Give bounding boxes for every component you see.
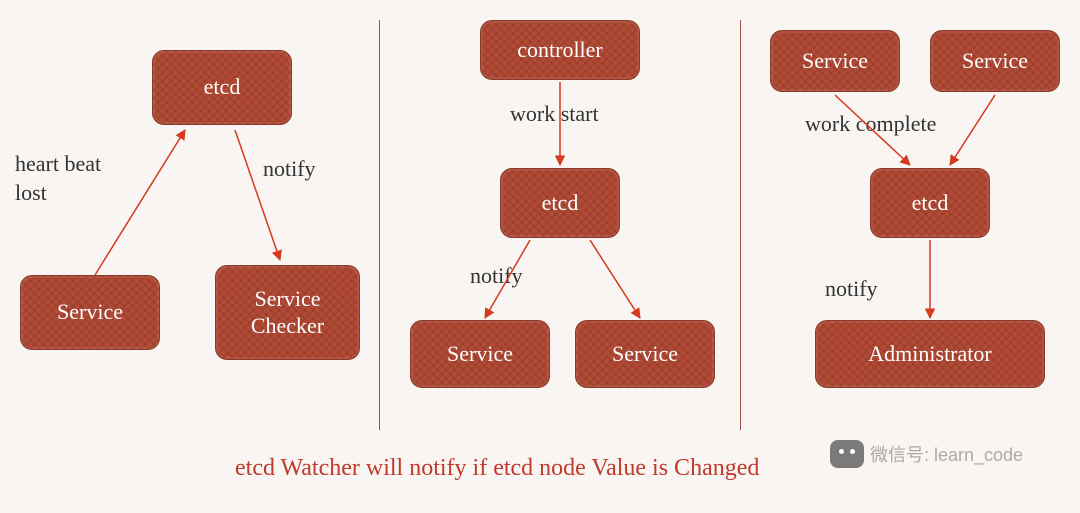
node-p1-service: Service xyxy=(20,275,160,350)
arrow-service-r-to-etcd xyxy=(950,95,995,165)
panel-divider-1 xyxy=(379,20,380,430)
label-work-complete: work complete xyxy=(805,110,936,139)
node-p2-controller: controller xyxy=(480,20,640,80)
arrow-etcd-to-checker xyxy=(235,130,280,260)
label-notify-3: notify xyxy=(825,275,878,304)
node-p2-etcd: etcd xyxy=(500,168,620,238)
panel-divider-2 xyxy=(740,20,741,430)
node-p3-service-l: Service xyxy=(770,30,900,92)
node-p3-admin: Administrator xyxy=(815,320,1045,388)
label-notify-1: notify xyxy=(263,155,316,184)
arrow-etcd-to-service-r xyxy=(590,240,640,318)
label-work-start: work start xyxy=(510,100,599,129)
node-p3-etcd: etcd xyxy=(870,168,990,238)
label-heartbeat-lost: heart beat lost xyxy=(15,150,101,207)
watermark-text: 微信号: learn_code xyxy=(870,441,1023,467)
arrow-service-to-etcd xyxy=(95,130,185,275)
node-p1-checker: Service Checker xyxy=(215,265,360,360)
node-p3-service-r: Service xyxy=(930,30,1060,92)
watermark: 微信号: learn_code xyxy=(830,440,1023,468)
diagram-caption: etcd Watcher will notify if etcd node Va… xyxy=(235,455,759,482)
node-p1-etcd: etcd xyxy=(152,50,292,125)
node-p2-service-l: Service xyxy=(410,320,550,388)
wechat-icon xyxy=(830,440,864,468)
node-p2-service-r: Service xyxy=(575,320,715,388)
label-notify-2: notify xyxy=(470,262,523,291)
